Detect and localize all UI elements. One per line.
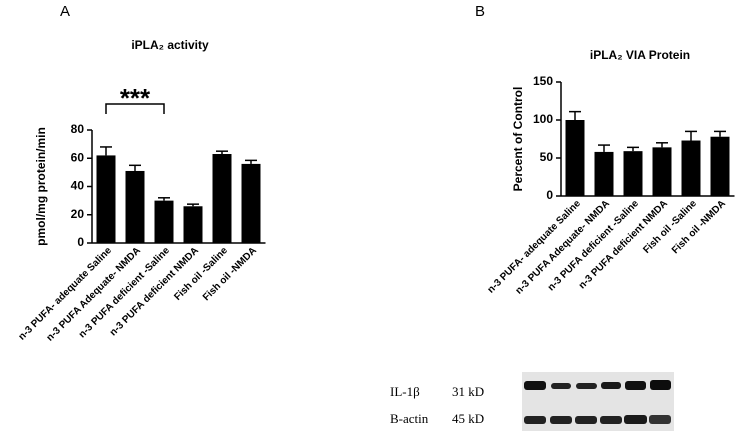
bar: [594, 151, 614, 196]
significance-bracket: [105, 103, 165, 114]
bar: [565, 120, 585, 196]
bar: [212, 154, 232, 243]
bar: [125, 170, 145, 243]
blot-image: [522, 372, 674, 431]
bar: [652, 147, 672, 196]
significance-label: ***: [120, 83, 151, 113]
y-tick-label: 50: [540, 150, 554, 164]
blot-size: 31 kD: [452, 384, 484, 399]
y-tick-label: 150: [533, 74, 553, 88]
bar: [96, 155, 116, 243]
y-tick-label: 20: [71, 207, 85, 221]
y-tick-label: 80: [71, 122, 85, 136]
bar: [710, 136, 730, 196]
blot-protein: IL-1β: [390, 384, 420, 399]
x-tick-label: Fish oil -NMDA: [670, 198, 728, 256]
panel-label: B: [475, 3, 485, 20]
bar: [154, 200, 174, 243]
bar: [183, 206, 203, 243]
y-tick-label: 100: [533, 112, 553, 126]
y-tick-label: 40: [71, 179, 85, 193]
blot-protein: B-actin: [390, 411, 429, 426]
y-tick-label: 60: [71, 150, 85, 164]
bar: [241, 163, 261, 243]
chart-title: iPLA₂ VIA Protein: [590, 48, 690, 62]
bar: [623, 151, 643, 196]
panel-label: A: [60, 3, 70, 20]
y-axis-label: pmol/mg protein/min: [34, 127, 48, 246]
bar: [681, 140, 701, 196]
y-tick-label: 0: [77, 235, 84, 249]
blot-size: 45 kD: [452, 411, 484, 426]
chart-title: iPLA₂ activity: [131, 38, 209, 52]
y-tick-label: 0: [546, 188, 553, 202]
x-tick-label: Fish oil -NMDA: [201, 245, 259, 303]
y-axis-label: Percent of Control: [511, 87, 525, 192]
